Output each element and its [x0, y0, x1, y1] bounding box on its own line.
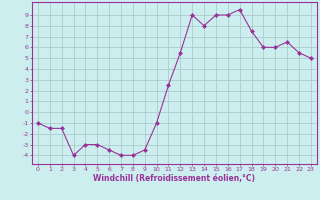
X-axis label: Windchill (Refroidissement éolien,°C): Windchill (Refroidissement éolien,°C) — [93, 174, 255, 183]
